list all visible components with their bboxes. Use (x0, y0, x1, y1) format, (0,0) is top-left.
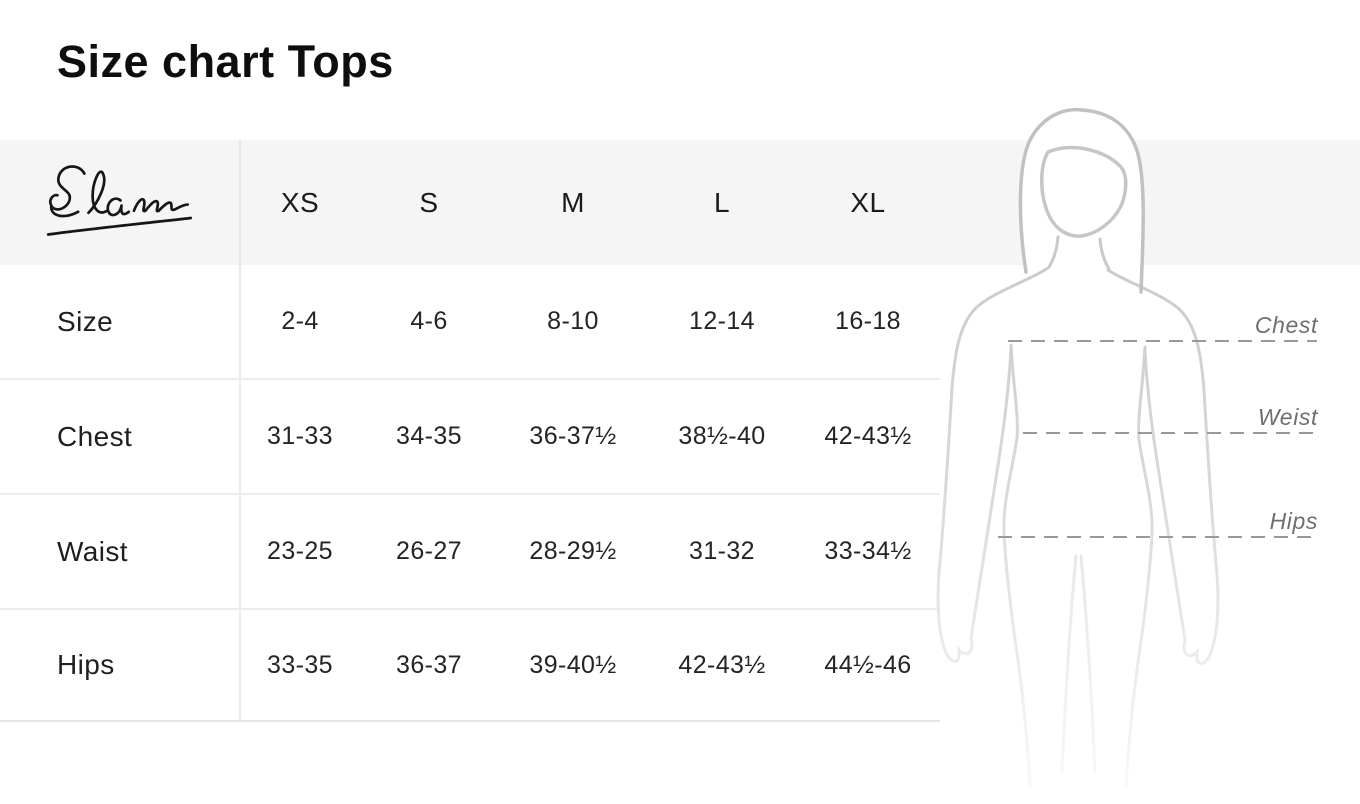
cell-size-m: 8-10 (547, 307, 599, 335)
torso-left (1002, 343, 1032, 787)
table-row-waist: Waist 23-25 26-27 28-29½ 31-32 33-34½ (0, 495, 940, 610)
body-outline-right (1106, 268, 1220, 665)
hips-measure-label: Hips (1270, 508, 1318, 534)
cell-hips-xs: 33-35 (267, 650, 333, 679)
inner-leg-right (1079, 554, 1097, 774)
column-header-xs: XS (280, 186, 320, 218)
inner-leg-left (1060, 554, 1078, 774)
cell-chest-s: 34-35 (396, 422, 462, 450)
cell-size-xl: 16-18 (835, 307, 901, 335)
cell-hips-s: 36-37 (396, 650, 462, 679)
column-header-xl: XL (850, 186, 886, 218)
signature-underline (46, 216, 192, 236)
cell-waist-xs: 23-25 (267, 537, 333, 565)
cell-hips-m: 39-40½ (529, 650, 617, 679)
page-title: Size chart Tops (57, 36, 394, 87)
face-outline (1040, 145, 1128, 238)
cell-waist-l: 31-32 (689, 537, 755, 565)
cell-waist-xl: 33-34½ (824, 537, 912, 565)
torso-right (1124, 345, 1154, 789)
signature-letter-n (132, 197, 189, 213)
table-row-chest: Chest 31-33 34-35 36-37½ 38½-40 42-43½ (0, 380, 940, 495)
cell-size-xs: 2-4 (281, 307, 319, 335)
column-header-m: M (561, 186, 585, 218)
cell-chest-l: 38½-40 (678, 422, 766, 450)
row-label: Hips (57, 649, 115, 680)
brand-logo-cell (0, 140, 240, 265)
cell-waist-m: 28-29½ (529, 537, 617, 565)
cell-hips-l: 42-43½ (678, 650, 766, 679)
measurement-figure: Chest Weist Hips (880, 100, 1360, 804)
chest-measure-label: Chest (1255, 312, 1319, 338)
brand-logo-signature-icon (46, 164, 192, 236)
waist-measure-label: Weist (1258, 404, 1319, 430)
size-table: XS S M L XL Size 2-4 4-6 8-10 12-14 16-1… (0, 140, 940, 722)
cell-chest-xs: 31-33 (267, 422, 333, 450)
signature-letter-E (48, 164, 86, 217)
cell-hips-xl: 44½-46 (824, 650, 912, 679)
row-label: Size (57, 305, 114, 337)
table-header-row: XS S M L XL (0, 140, 940, 265)
column-header-s: S (419, 186, 439, 218)
table-row-size: Size 2-4 4-6 8-10 12-14 16-18 (0, 265, 940, 380)
cell-waist-s: 26-27 (396, 537, 462, 565)
signature-letter-a (105, 196, 130, 216)
cell-size-s: 4-6 (410, 307, 448, 335)
neck-left (1047, 235, 1060, 269)
table-column-divider (239, 140, 241, 722)
row-label: Chest (57, 420, 133, 452)
cell-chest-xl: 42-43½ (824, 422, 912, 450)
body-outline-left (936, 266, 1050, 663)
hair-outline (1018, 107, 1145, 294)
row-label: Waist (57, 535, 128, 567)
table-row-hips: Hips 33-35 36-37 39-40½ 42-43½ 44½-46 (0, 610, 940, 722)
cell-chest-m: 36-37½ (529, 422, 617, 450)
female-silhouette-illustration: Chest Weist Hips (936, 107, 1319, 789)
signature-letter-l (86, 170, 108, 214)
neck-right (1098, 237, 1111, 271)
cell-size-l: 12-14 (689, 307, 755, 335)
column-header-l: L (713, 186, 731, 218)
